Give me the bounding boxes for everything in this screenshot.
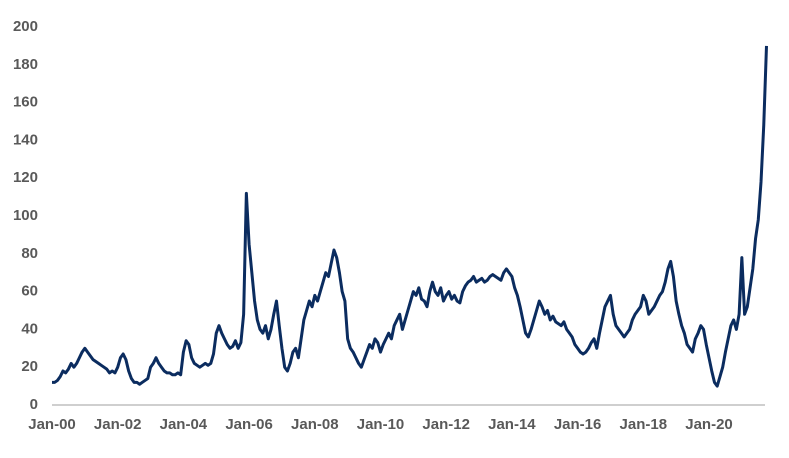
x-tick-label: Jan-20 <box>685 416 733 433</box>
y-tick-label: 80 <box>21 245 38 262</box>
y-tick-label: 160 <box>13 94 38 111</box>
x-tick-label: Jan-12 <box>422 416 470 433</box>
y-tick-label: 120 <box>13 169 38 186</box>
x-tick-label: Jan-04 <box>160 416 208 433</box>
y-tick-label: 180 <box>13 56 38 73</box>
x-tick-label: Jan-18 <box>620 416 668 433</box>
y-tick-label: 20 <box>21 358 38 375</box>
x-tick-label: Jan-08 <box>291 416 339 433</box>
y-tick-label: 140 <box>13 131 38 148</box>
x-tick-label: Jan-06 <box>225 416 273 433</box>
y-tick-label: 60 <box>21 283 38 300</box>
x-tick-label: Jan-16 <box>554 416 602 433</box>
x-tick-label: Jan-10 <box>357 416 405 433</box>
y-tick-label: 100 <box>13 207 38 224</box>
data-line <box>52 45 768 388</box>
x-tick-label: Jan-14 <box>488 416 536 433</box>
y-tick-label: 200 <box>13 18 38 35</box>
x-tick-label: Jan-00 <box>28 416 76 433</box>
y-tick-label: 40 <box>21 320 38 337</box>
x-tick-label: Jan-02 <box>94 416 142 433</box>
y-tick-label: 0 <box>30 396 38 413</box>
